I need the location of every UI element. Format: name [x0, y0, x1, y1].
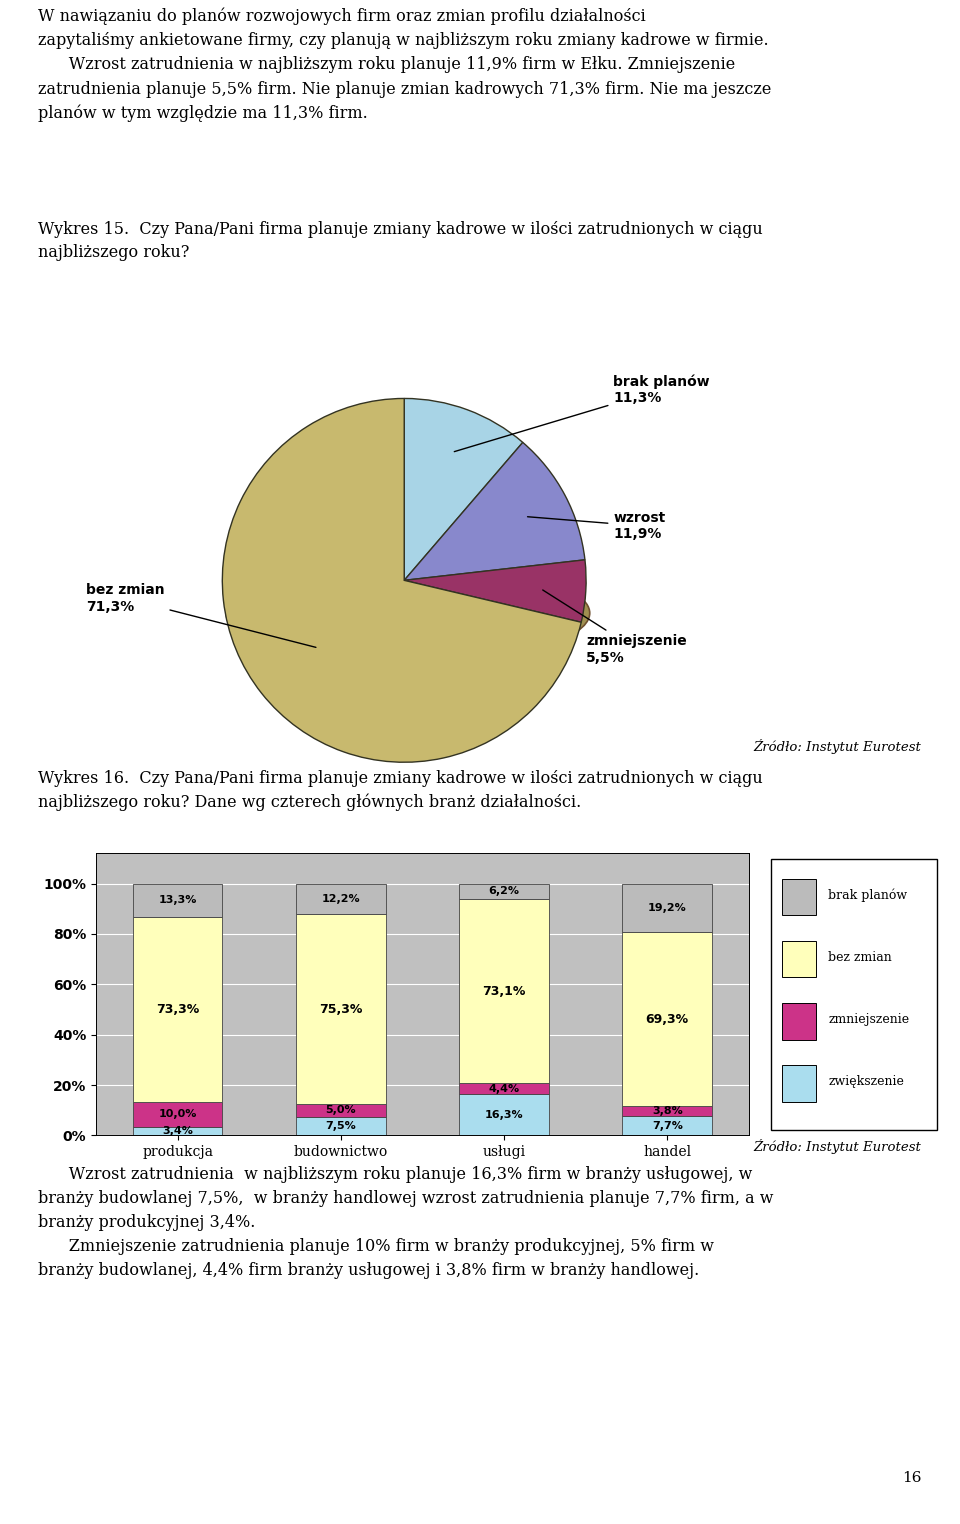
- Bar: [132, 917, 223, 1102]
- Text: Wzrost zatrudnienia  w najbliższym roku planuje 16,3% firm w branży usługowej, w: Wzrost zatrudnienia w najbliższym roku p…: [38, 1166, 774, 1280]
- Bar: [622, 933, 712, 1106]
- Text: 75,3%: 75,3%: [319, 1003, 363, 1015]
- Text: 3,8%: 3,8%: [652, 1106, 683, 1116]
- Text: W nawiązaniu do planów rozwojowych firm oraz zmian profilu działalności
zapytali: W nawiązaniu do planów rozwojowych firm …: [38, 8, 772, 122]
- Bar: [459, 1084, 549, 1094]
- Text: 16,3%: 16,3%: [485, 1109, 523, 1120]
- Bar: [622, 884, 712, 933]
- Bar: [459, 899, 549, 1084]
- Wedge shape: [404, 398, 523, 581]
- FancyBboxPatch shape: [781, 940, 816, 977]
- FancyBboxPatch shape: [772, 860, 937, 1129]
- Text: 3,4%: 3,4%: [162, 1126, 193, 1135]
- Text: brak planów
11,3%: brak planów 11,3%: [454, 373, 710, 451]
- Bar: [622, 1116, 712, 1135]
- Bar: [132, 1126, 223, 1135]
- Text: 19,2%: 19,2%: [648, 902, 686, 913]
- FancyBboxPatch shape: [781, 879, 816, 916]
- Text: wzrost
11,9%: wzrost 11,9%: [528, 511, 665, 541]
- Text: zwiększenie: zwiększenie: [828, 1076, 904, 1088]
- Text: Źródło: Instytut Eurotest: Źródło: Instytut Eurotest: [754, 739, 922, 754]
- Text: 13,3%: 13,3%: [158, 896, 197, 905]
- Text: 73,1%: 73,1%: [482, 985, 526, 998]
- Text: zmniejszenie
5,5%: zmniejszenie 5,5%: [542, 590, 686, 664]
- Bar: [296, 914, 386, 1103]
- Text: bez zmian: bez zmian: [828, 951, 892, 965]
- Ellipse shape: [226, 562, 589, 663]
- Text: zmniejszenie: zmniejszenie: [828, 1013, 910, 1026]
- Text: 5,0%: 5,0%: [325, 1105, 356, 1116]
- Bar: [622, 1106, 712, 1116]
- Wedge shape: [404, 559, 587, 622]
- Text: Wykres 16.  Czy Pana/Pani firma planuje zmiany kadrowe w ilości zatrudnionych w : Wykres 16. Czy Pana/Pani firma planuje z…: [38, 770, 763, 811]
- Bar: [459, 884, 549, 899]
- Text: 10,0%: 10,0%: [158, 1109, 197, 1119]
- Wedge shape: [223, 398, 581, 762]
- Text: 7,5%: 7,5%: [325, 1122, 356, 1131]
- Bar: [296, 1103, 386, 1117]
- Text: 4,4%: 4,4%: [489, 1084, 519, 1094]
- Text: 6,2%: 6,2%: [489, 887, 519, 896]
- Text: 12,2%: 12,2%: [322, 895, 360, 904]
- Bar: [296, 884, 386, 914]
- Text: 73,3%: 73,3%: [156, 1003, 200, 1017]
- Bar: [132, 884, 223, 917]
- Wedge shape: [404, 442, 585, 581]
- Text: bez zmian
71,3%: bez zmian 71,3%: [85, 584, 316, 648]
- FancyBboxPatch shape: [781, 1065, 816, 1102]
- Text: 16: 16: [902, 1471, 922, 1486]
- Bar: [132, 1102, 223, 1126]
- Text: Źródło: Instytut Eurotest: Źródło: Instytut Eurotest: [754, 1140, 922, 1154]
- Text: brak planów: brak planów: [828, 888, 907, 902]
- Bar: [459, 1094, 549, 1135]
- FancyBboxPatch shape: [781, 1003, 816, 1039]
- Text: 7,7%: 7,7%: [652, 1120, 683, 1131]
- Text: Wykres 15.  Czy Pana/Pani firma planuje zmiany kadrowe w ilości zatrudnionych w : Wykres 15. Czy Pana/Pani firma planuje z…: [38, 221, 763, 262]
- Text: 69,3%: 69,3%: [646, 1013, 688, 1026]
- Bar: [296, 1117, 386, 1135]
